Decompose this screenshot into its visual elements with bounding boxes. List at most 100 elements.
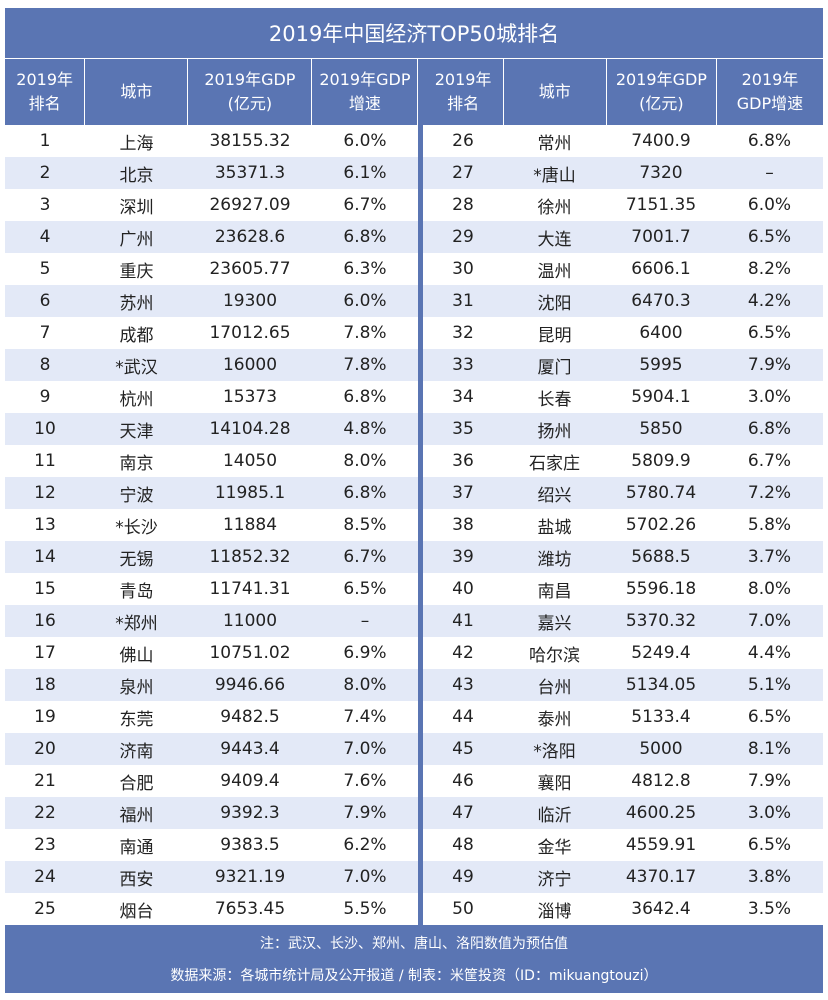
cell-growth: 8.5% (343, 515, 387, 535)
cell-growth: 7.4% (343, 707, 387, 727)
cell-city-right: 温州 (537, 261, 572, 282)
cell-city: 佛山 (119, 645, 154, 666)
table-row: 2 北京 35371.3 6.1% 27 *唐山 7320 – (5, 157, 823, 189)
cell-gdp-right: 7001.7 (631, 227, 691, 247)
cell-gdp-right: 7320 (639, 163, 683, 183)
column-divider (418, 189, 423, 221)
cell-gdp-right: 5850 (639, 419, 683, 439)
cell-rank-right: 29 (452, 227, 474, 247)
cell-gdp-right: 5370.32 (625, 611, 697, 631)
column-divider (418, 669, 423, 701)
column-divider (418, 605, 423, 637)
cell-gdp: 11884 (222, 515, 278, 535)
cell-gdp-right: 5133.4 (631, 707, 691, 727)
cell-rank: 1 (39, 131, 51, 151)
cell-gdp-right: 4812.8 (631, 771, 691, 791)
cell-city: *长沙 (115, 517, 158, 538)
cell-city: 青岛 (119, 581, 154, 602)
table-row: 9 杭州 15373 6.8% 34 长春 5904.1 3.0% (5, 381, 823, 413)
cell-city: 西安 (119, 869, 154, 890)
cell-city-right: 常州 (537, 133, 572, 154)
cell-rank: 6 (39, 291, 51, 311)
cell-gdp: 7653.45 (214, 899, 286, 919)
cell-gdp-right: 3642.4 (631, 899, 691, 919)
cell-gdp-right: 5809.9 (631, 451, 691, 471)
cell-rank: 5 (39, 259, 51, 279)
cell-growth-right: 6.7% (747, 451, 792, 471)
cell-gdp-right: 7151.35 (625, 195, 697, 215)
cell-city: *武汉 (115, 357, 158, 378)
cell-growth-right: 6.5% (747, 323, 792, 343)
table-row: 18 泉州 9946.66 8.0% 43 台州 5134.05 5.1% (5, 669, 823, 701)
cell-city: 上海 (119, 133, 154, 154)
cell-rank-right: 50 (452, 899, 474, 919)
table-row: 19 东莞 9482.5 7.4% 44 泰州 5133.4 6.5% (5, 701, 823, 733)
table-title: 2019年中国经济TOP50城排名 (5, 8, 823, 58)
cell-rank: 24 (34, 867, 56, 887)
cell-rank: 19 (34, 707, 56, 727)
cell-growth: 6.0% (343, 291, 387, 311)
cell-rank: 25 (34, 899, 56, 919)
cell-city: 广州 (119, 229, 154, 250)
cell-growth: 7.0% (343, 867, 387, 887)
header-growth-right: 2019年 GDP增速 (736, 70, 804, 113)
cell-gdp: 17012.65 (209, 323, 291, 343)
column-divider (418, 349, 423, 381)
table-row: 4 广州 23628.6 6.8% 29 大连 7001.7 6.5% (5, 221, 823, 253)
cell-city: 合肥 (119, 773, 154, 794)
column-divider (418, 637, 423, 669)
cell-gdp-right: 7400.9 (631, 131, 691, 151)
table-row: 22 福州 9392.3 7.9% 47 临沂 4600.25 3.0% (5, 797, 823, 829)
cell-gdp: 9392.3 (220, 803, 280, 823)
cell-city-right: 厦门 (537, 357, 572, 378)
cell-growth-right: 4.2% (747, 291, 792, 311)
table-row: 23 南通 9383.5 6.2% 48 金华 4559.91 6.5% (5, 829, 823, 861)
cell-growth: 6.1% (343, 163, 387, 183)
column-divider (418, 829, 423, 861)
cell-gdp-right: 5596.18 (625, 579, 697, 599)
cell-rank-right: 38 (452, 515, 474, 535)
cell-city-right: 大连 (537, 229, 572, 250)
cell-city: 烟台 (119, 901, 154, 922)
cell-gdp-right: 5688.5 (631, 547, 691, 567)
cell-city-right: 盐城 (537, 517, 572, 538)
cell-city: 东莞 (119, 709, 154, 730)
cell-growth-right: 8.1% (747, 739, 792, 759)
cell-gdp-right: 5780.74 (625, 483, 697, 503)
table-row: 7 成都 17012.65 7.8% 32 昆明 6400 6.5% (5, 317, 823, 349)
cell-rank-right: 44 (452, 707, 474, 727)
cell-rank-right: 26 (452, 131, 474, 151)
cell-rank: 8 (39, 355, 51, 375)
cell-rank-right: 32 (452, 323, 474, 343)
cell-rank: 12 (34, 483, 56, 503)
cell-gdp: 9482.5 (220, 707, 280, 727)
table-row: 15 青岛 11741.31 6.5% 40 南昌 5596.18 8.0% (5, 573, 823, 605)
cell-gdp-right: 5995 (639, 355, 683, 375)
header-gdp: 2019年GDP (亿元) (188, 59, 313, 125)
cell-rank-right: 30 (452, 259, 474, 279)
column-divider (418, 381, 423, 413)
column-divider (418, 317, 423, 349)
column-divider (418, 573, 423, 605)
table-row: 25 烟台 7653.45 5.5% 50 淄博 3642.4 3.5% (5, 893, 823, 925)
table-row: 3 深圳 26927.09 6.7% 28 徐州 7151.35 6.0% (5, 189, 823, 221)
cell-city: 宁波 (119, 485, 154, 506)
cell-city-right: 淄博 (537, 901, 572, 922)
cell-growth-right: 3.0% (747, 387, 792, 407)
cell-gdp: 26927.09 (209, 195, 291, 215)
cell-city-right: 长春 (537, 389, 572, 410)
cell-growth: 6.8% (343, 483, 387, 503)
cell-gdp: 11852.32 (209, 547, 291, 567)
cell-rank: 4 (39, 227, 51, 247)
column-divider (418, 765, 423, 797)
cell-growth-right: 7.0% (747, 611, 792, 631)
cell-city: 重庆 (119, 261, 154, 282)
cell-growth-right: – (765, 163, 774, 183)
cell-rank-right: 42 (452, 643, 474, 663)
table-row: 21 合肥 9409.4 7.6% 46 襄阳 4812.8 7.9% (5, 765, 823, 797)
cell-gdp: 10751.02 (209, 643, 291, 663)
column-divider (418, 445, 423, 477)
header-city-right: 城市 (504, 59, 607, 125)
table-row: 16 *郑州 11000 – 41 嘉兴 5370.32 7.0% (5, 605, 823, 637)
table-row: 20 济南 9443.4 7.0% 45 *洛阳 5000 8.1% (5, 733, 823, 765)
